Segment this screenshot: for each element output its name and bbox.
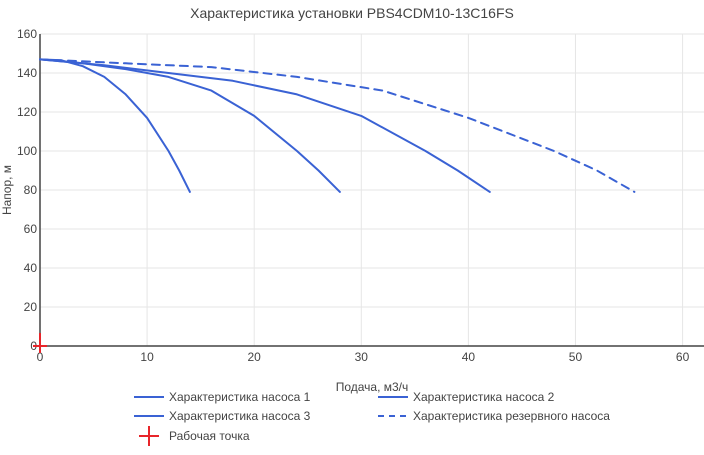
legend-label: Характеристика насоса 1 <box>169 390 311 404</box>
y-tick-label: 160 <box>17 27 37 41</box>
legend-item-4[interactable]: Характеристика резервного насоса <box>378 409 610 423</box>
x-tick-label: 60 <box>676 350 690 364</box>
y-tick-label: 120 <box>17 105 37 119</box>
axes: 0102030405060020406080100120140160 <box>17 27 704 364</box>
x-tick-label: 20 <box>248 350 262 364</box>
x-tick-label: 10 <box>140 350 154 364</box>
series-line-2 <box>39 58 341 193</box>
series-lines <box>39 58 636 193</box>
y-tick-label: 60 <box>24 222 38 236</box>
series-line-3 <box>39 58 491 193</box>
series-line-4 <box>39 58 636 193</box>
x-tick-label: 30 <box>355 350 369 364</box>
series-line-1 <box>39 58 191 193</box>
y-tick-label: 40 <box>24 261 38 275</box>
legend: Характеристика насоса 1 Характеристика на… <box>134 390 610 446</box>
legend-item-3[interactable]: Характеристика насоса 3 <box>134 409 311 423</box>
legend-label: Характеристика насоса 3 <box>169 409 311 423</box>
legend-swatch-cross <box>139 426 159 446</box>
operating-point-layer <box>33 333 47 353</box>
x-tick-label: 40 <box>462 350 476 364</box>
y-tick-label: 20 <box>24 300 38 314</box>
grid-lines <box>40 33 704 346</box>
legend-label: Характеристика резервного насоса <box>413 409 610 423</box>
legend-item-5[interactable]: Рабочая точка <box>139 426 250 446</box>
legend-label: Рабочая точка <box>169 429 250 443</box>
x-tick-label: 50 <box>569 350 583 364</box>
x-axis-label: Подача, м3/ч <box>336 380 409 394</box>
chart-title: Характеристика установки PBS4CDM10-13C16… <box>190 5 514 21</box>
y-tick-label: 140 <box>17 66 37 80</box>
y-axis-label: Напор, м <box>0 165 14 215</box>
x-tick-label: 0 <box>37 350 44 364</box>
y-tick-label: 100 <box>17 144 37 158</box>
operating-point-marker <box>33 333 47 353</box>
y-tick-label: 80 <box>24 183 38 197</box>
legend-item-2[interactable]: Характеристика насоса 2 <box>378 390 555 404</box>
legend-item-1[interactable]: Характеристика насоса 1 <box>134 390 311 404</box>
legend-label: Характеристика насоса 2 <box>413 390 555 404</box>
